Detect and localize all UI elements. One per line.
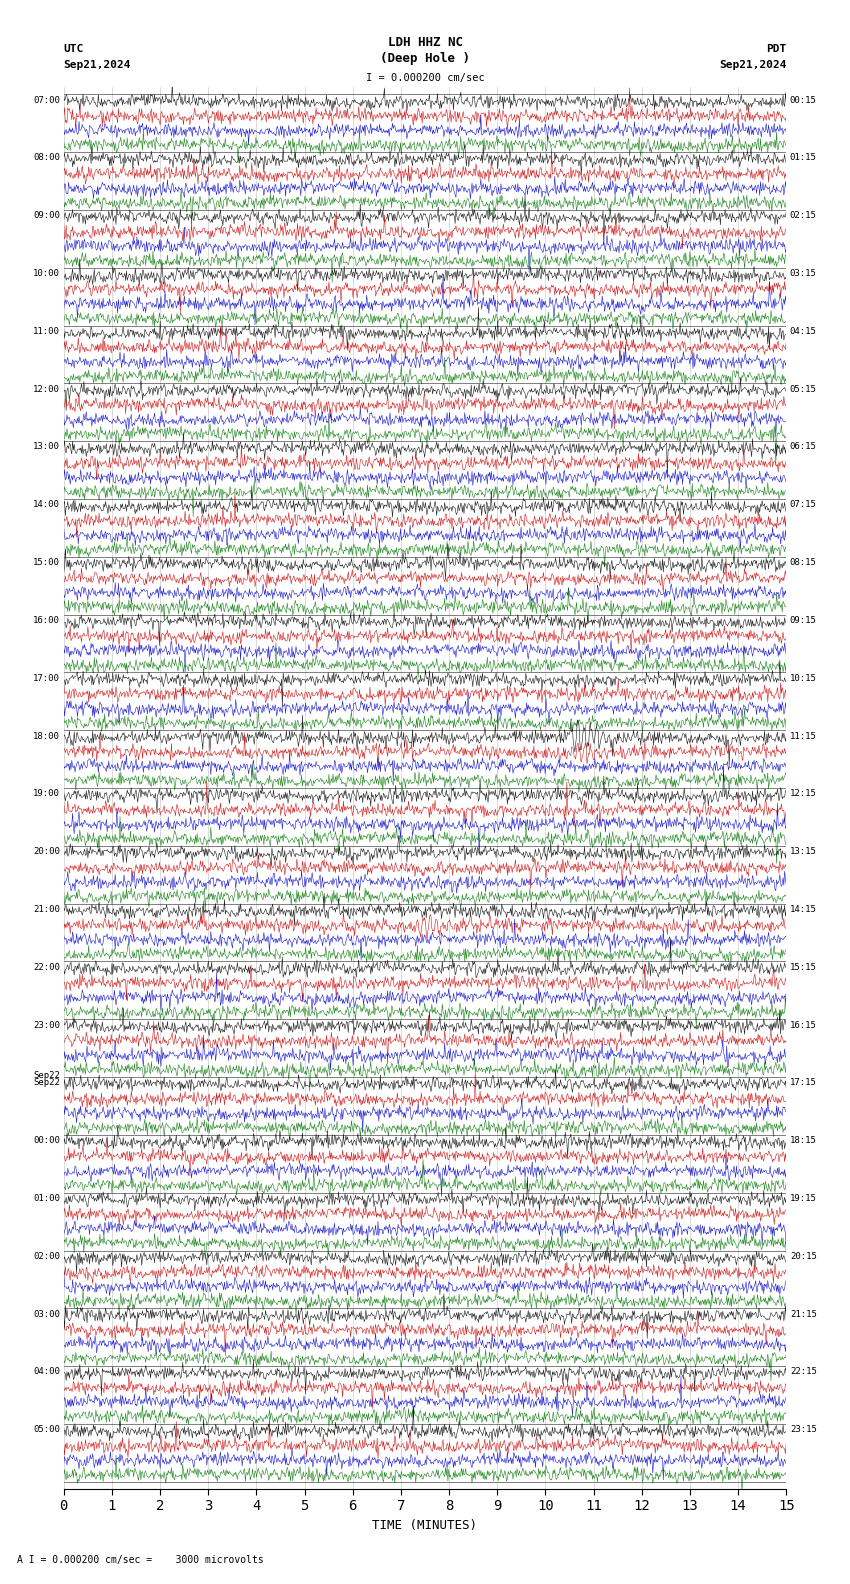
- Text: 05:00: 05:00: [33, 1426, 60, 1434]
- Text: 18:15: 18:15: [790, 1136, 817, 1145]
- Text: Sep22: Sep22: [33, 1071, 60, 1080]
- Text: 20:15: 20:15: [790, 1251, 817, 1261]
- Text: 20:00: 20:00: [33, 847, 60, 855]
- Text: 15:15: 15:15: [790, 963, 817, 971]
- Text: 08:15: 08:15: [790, 558, 817, 567]
- Text: 01:00: 01:00: [33, 1194, 60, 1202]
- Text: 00:15: 00:15: [790, 95, 817, 105]
- Text: 03:15: 03:15: [790, 269, 817, 279]
- Text: PDT: PDT: [766, 44, 786, 54]
- Text: 17:00: 17:00: [33, 673, 60, 683]
- Text: 15:00: 15:00: [33, 558, 60, 567]
- Text: 17:15: 17:15: [790, 1079, 817, 1087]
- Text: I = 0.000200 cm/sec: I = 0.000200 cm/sec: [366, 73, 484, 82]
- Text: 19:15: 19:15: [790, 1194, 817, 1202]
- Text: 09:00: 09:00: [33, 211, 60, 220]
- Text: 16:15: 16:15: [790, 1020, 817, 1030]
- Text: 04:00: 04:00: [33, 1367, 60, 1376]
- Text: 07:00: 07:00: [33, 95, 60, 105]
- Text: 02:00: 02:00: [33, 1251, 60, 1261]
- Text: 13:00: 13:00: [33, 442, 60, 451]
- Text: 03:00: 03:00: [33, 1310, 60, 1318]
- Text: 13:15: 13:15: [790, 847, 817, 855]
- Text: 04:15: 04:15: [790, 326, 817, 336]
- Text: UTC: UTC: [64, 44, 84, 54]
- Text: 10:15: 10:15: [790, 673, 817, 683]
- Text: 08:00: 08:00: [33, 154, 60, 163]
- Text: Sep22: Sep22: [33, 1079, 60, 1087]
- Text: 10:00: 10:00: [33, 269, 60, 279]
- Text: 22:00: 22:00: [33, 963, 60, 971]
- Text: (Deep Hole ): (Deep Hole ): [380, 52, 470, 65]
- Text: 22:15: 22:15: [790, 1367, 817, 1376]
- Text: 21:15: 21:15: [790, 1310, 817, 1318]
- Text: 00:00: 00:00: [33, 1136, 60, 1145]
- Text: 19:00: 19:00: [33, 789, 60, 798]
- Text: 18:00: 18:00: [33, 732, 60, 740]
- Text: 11:00: 11:00: [33, 326, 60, 336]
- Text: 05:15: 05:15: [790, 385, 817, 394]
- X-axis label: TIME (MINUTES): TIME (MINUTES): [372, 1519, 478, 1532]
- Text: Sep21,2024: Sep21,2024: [64, 60, 131, 70]
- Text: 09:15: 09:15: [790, 616, 817, 626]
- Text: 06:15: 06:15: [790, 442, 817, 451]
- Text: 21:00: 21:00: [33, 904, 60, 914]
- Text: 07:15: 07:15: [790, 501, 817, 510]
- Text: 23:15: 23:15: [790, 1426, 817, 1434]
- Text: Sep21,2024: Sep21,2024: [719, 60, 786, 70]
- Text: 16:00: 16:00: [33, 616, 60, 626]
- Text: 23:00: 23:00: [33, 1020, 60, 1030]
- Text: 01:15: 01:15: [790, 154, 817, 163]
- Text: 11:15: 11:15: [790, 732, 817, 740]
- Text: A I = 0.000200 cm/sec =    3000 microvolts: A I = 0.000200 cm/sec = 3000 microvolts: [17, 1555, 264, 1565]
- Text: 12:00: 12:00: [33, 385, 60, 394]
- Text: 02:15: 02:15: [790, 211, 817, 220]
- Text: 12:15: 12:15: [790, 789, 817, 798]
- Text: LDH HHZ NC: LDH HHZ NC: [388, 36, 462, 49]
- Text: 14:15: 14:15: [790, 904, 817, 914]
- Text: 14:00: 14:00: [33, 501, 60, 510]
